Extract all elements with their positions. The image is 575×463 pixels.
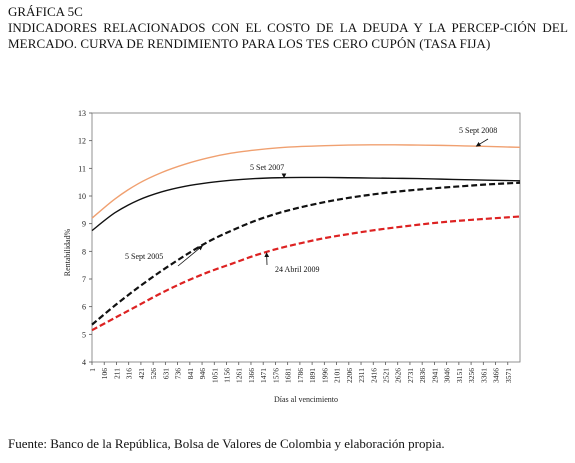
- x-tick-label: 1471: [259, 368, 268, 383]
- x-tick-label: 2941: [430, 368, 439, 383]
- series-line-3: [91, 215, 521, 332]
- y-tick-label: 6: [82, 303, 86, 312]
- y-tick-label: 10: [78, 192, 86, 201]
- x-tick-label: 3361: [479, 368, 488, 383]
- x-tick-label: 1366: [247, 368, 256, 383]
- y-tick-label: 11: [78, 164, 86, 173]
- source-note: Fuente: Banco de la República, Bolsa de …: [8, 436, 445, 451]
- x-tick-label: 3466: [492, 368, 501, 383]
- x-tick-label: 1891: [308, 368, 317, 383]
- x-tick-label: 2731: [406, 368, 415, 383]
- x-tick-label: 1576: [271, 368, 280, 383]
- y-tick-label: 9: [82, 220, 86, 229]
- x-tick-label: 3256: [467, 368, 476, 383]
- annotation-label: 5 Set 2007: [250, 163, 284, 172]
- annotation-label: 5 Sept 2005: [125, 252, 163, 261]
- x-tick-label: 3571: [504, 368, 513, 383]
- y-tick-label: 5: [82, 330, 86, 339]
- annotation-label: 5 Sept 2008: [459, 126, 497, 135]
- x-tick-label: 2836: [418, 368, 427, 383]
- x-tick-label: 2311: [357, 368, 366, 383]
- x-tick-label: 316: [125, 368, 134, 380]
- x-tick-label: 2101: [333, 368, 342, 383]
- x-tick-label: 3046: [443, 368, 452, 383]
- x-tick-label: 736: [174, 368, 183, 380]
- series-line-1: [91, 176, 521, 232]
- y-tick-label: 13: [78, 109, 86, 118]
- x-tick-label: 106: [100, 368, 109, 380]
- x-tick-label: 2206: [345, 368, 354, 383]
- x-tick-label: 841: [186, 368, 195, 380]
- series-line-0: [91, 144, 521, 219]
- figure-title: INDICADORES RELACIONADOS CON EL COSTO DE…: [8, 20, 568, 51]
- x-tick-label: 526: [149, 368, 158, 380]
- y-tick-label: 4: [82, 358, 86, 367]
- annotation-label: 24 Abril 2009: [275, 265, 319, 274]
- plot-area: [91, 112, 521, 363]
- y-tick-label: 8: [82, 247, 86, 256]
- y-tick-label: 7: [82, 275, 86, 284]
- x-axis-title: Días al vencimiento: [274, 395, 338, 404]
- x-tick-label: 1681: [284, 368, 293, 383]
- annotation-arrow: [475, 138, 489, 147]
- x-tick-label: 1261: [235, 368, 244, 383]
- x-tick-label: 1996: [320, 368, 329, 383]
- x-tick-label: 631: [161, 368, 170, 380]
- x-tick-label: 1: [88, 368, 97, 372]
- x-tick-label: 211: [112, 368, 121, 379]
- x-tick-label: 421: [137, 368, 146, 380]
- y-tick-label: 12: [78, 137, 86, 146]
- x-tick-label: 3151: [455, 368, 464, 383]
- annotation-arrow: [177, 245, 203, 267]
- x-tick-label: 946: [198, 368, 207, 380]
- x-tick-label: 2521: [381, 368, 390, 383]
- x-tick-label: 1051: [210, 368, 219, 383]
- x-tick-label: 2416: [369, 368, 378, 383]
- figure-number: GRÁFICA 5C: [8, 4, 83, 19]
- x-tick-label: 2626: [394, 368, 403, 383]
- x-tick-label: 1786: [296, 368, 305, 383]
- x-tick-label: 1156: [223, 368, 232, 383]
- figure-header: GRÁFICA 5C INDICADORES RELACIONADOS CON …: [8, 4, 568, 52]
- y-axis-title: Rentabilidad%: [63, 228, 72, 276]
